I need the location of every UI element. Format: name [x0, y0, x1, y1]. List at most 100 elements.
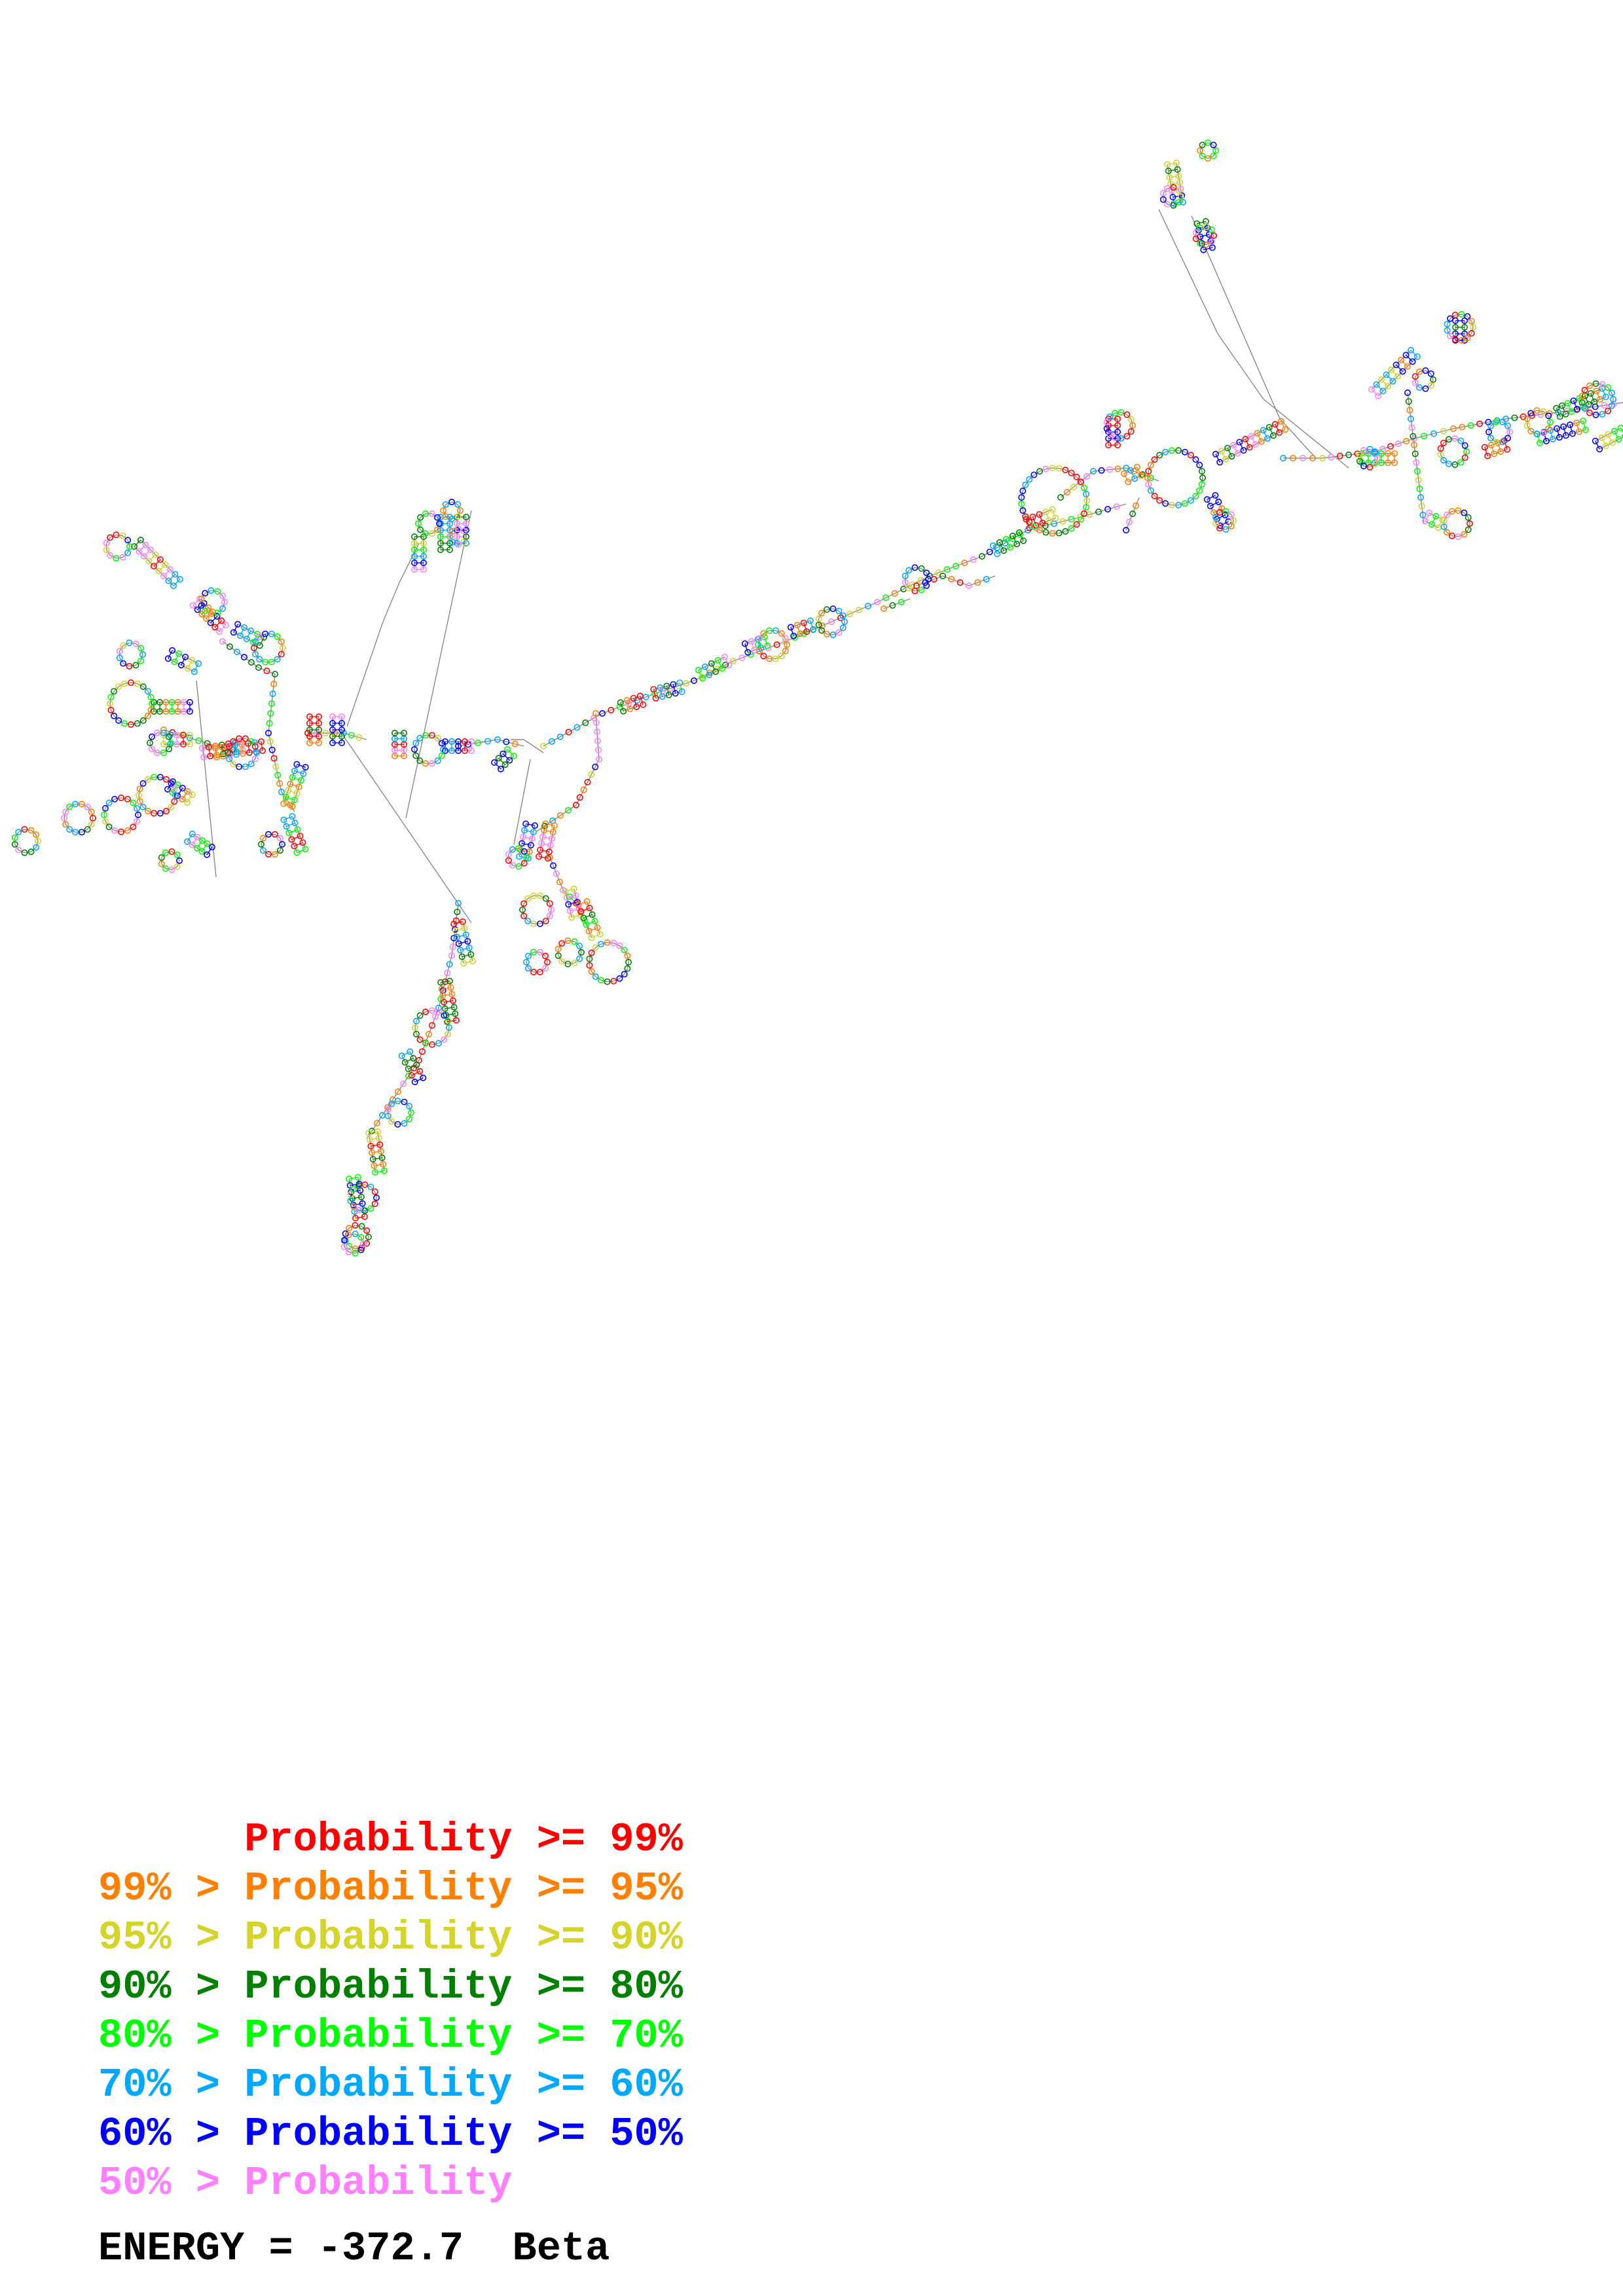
nucleotide	[1078, 516, 1085, 523]
nucleotide	[996, 539, 1003, 546]
nucleotide	[1391, 459, 1398, 466]
nucleotide	[564, 960, 572, 967]
backbone-segment	[1425, 512, 1430, 522]
nucleotide	[378, 1154, 386, 1161]
nucleotide	[176, 576, 183, 583]
nucleotide	[1192, 492, 1199, 499]
nucleotide	[1558, 402, 1565, 409]
nucleotide	[1527, 410, 1535, 417]
nucleotide	[1562, 432, 1569, 439]
backbone-segment	[140, 654, 143, 661]
nucleotide	[1504, 446, 1511, 453]
nucleotide	[536, 969, 543, 976]
nucleotide	[1164, 185, 1171, 192]
backbone-segment	[1281, 421, 1286, 430]
nucleotide	[594, 747, 602, 754]
nucleotide	[665, 691, 672, 698]
nucleotide	[410, 1054, 417, 1062]
nucleotide	[617, 699, 624, 706]
nucleotide	[350, 1185, 357, 1193]
nucleotide	[630, 694, 637, 702]
nucleotide	[1222, 508, 1230, 515]
nucleotide	[1123, 433, 1131, 440]
legend-row: 80% > Probability >= 70%	[98, 2013, 683, 2059]
nucleotide	[1131, 475, 1139, 482]
backbone-segment	[575, 759, 600, 806]
backbone-segment	[132, 802, 137, 809]
nucleotide	[881, 605, 888, 612]
nucleotide	[1455, 533, 1462, 540]
backbone-segment	[124, 682, 132, 685]
nucleotide	[701, 663, 708, 670]
nucleotide	[1592, 437, 1599, 444]
backbone-segment	[120, 797, 128, 800]
nucleotide	[989, 542, 996, 549]
nucleotide	[1410, 433, 1417, 440]
nucleotide	[610, 939, 617, 946]
nucleotide	[224, 749, 231, 757]
backbone-segment	[366, 1236, 369, 1244]
nucleotide	[1175, 198, 1182, 206]
nucleotide	[1002, 535, 1010, 543]
backbone-segment	[297, 848, 306, 853]
backbone-segment	[352, 1196, 362, 1199]
backbone-segment	[443, 994, 452, 996]
nucleotide	[300, 770, 307, 778]
nucleotide	[1555, 408, 1562, 416]
nucleotide	[420, 546, 427, 553]
nucleotide	[1464, 334, 1471, 342]
nucleotide	[1174, 166, 1181, 173]
nucleotide	[189, 841, 196, 848]
nucleotide	[449, 997, 456, 1004]
backbone-segment	[751, 641, 755, 651]
nucleotide	[200, 753, 208, 761]
nucleotide	[198, 602, 205, 609]
nucleotide	[289, 803, 296, 810]
backbone-segment	[106, 537, 111, 544]
nucleotide	[549, 829, 556, 836]
backbone-segment	[222, 596, 225, 603]
nucleotide	[551, 822, 558, 829]
nucleotide	[604, 939, 611, 946]
backbone-segment	[425, 1010, 433, 1013]
nucleotide	[539, 833, 547, 840]
nucleotide	[494, 736, 501, 744]
nucleotide	[961, 559, 968, 566]
nucleotide	[506, 757, 513, 764]
nucleotide	[259, 747, 266, 754]
nucleotide	[1254, 429, 1261, 437]
nucleotide	[948, 575, 955, 583]
nucleotide	[1328, 454, 1335, 461]
nucleotide	[1427, 370, 1434, 378]
nucleotide	[1125, 478, 1132, 486]
nucleotide	[72, 829, 79, 836]
nucleotide	[365, 1234, 372, 1241]
nucleotide	[589, 911, 596, 918]
nucleotide	[407, 1048, 414, 1055]
nucleotide	[1118, 435, 1125, 442]
nucleotide	[124, 549, 132, 556]
nucleotide	[433, 526, 441, 533]
nucleotide	[251, 739, 259, 746]
backbone-segment	[908, 567, 915, 571]
backbone-segment	[106, 549, 111, 556]
nucleotide	[730, 657, 737, 664]
nucleotide	[270, 681, 278, 688]
nucleotide	[1378, 459, 1385, 466]
nucleotide	[1090, 467, 1097, 475]
backbone-segment	[1080, 503, 1127, 518]
backbone-segment	[219, 624, 227, 632]
backbone-segment	[790, 627, 794, 636]
nucleotide	[154, 729, 161, 736]
nucleotide	[251, 743, 259, 750]
nucleotide	[1228, 522, 1235, 529]
backbone-segment	[246, 630, 251, 639]
nucleotide	[1168, 501, 1175, 509]
nucleotide	[1580, 418, 1587, 425]
nucleotide	[1197, 224, 1204, 231]
backbone-segment	[355, 1233, 361, 1238]
nucleotide	[186, 699, 193, 706]
nucleotide	[592, 710, 599, 717]
nucleotide	[130, 799, 137, 806]
backbone-segment	[233, 624, 238, 633]
